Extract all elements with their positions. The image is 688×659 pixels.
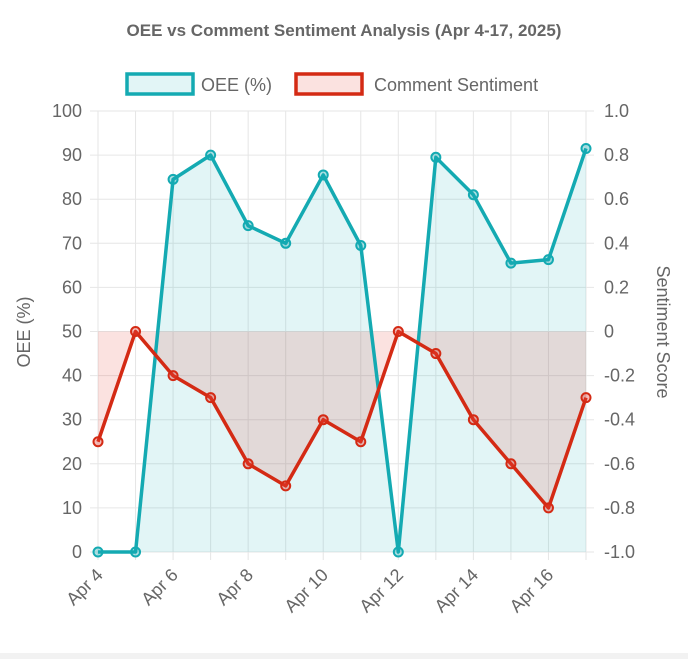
y-axis-left-label: OEE (%)	[14, 296, 34, 367]
data-point	[130, 546, 142, 558]
data-point	[205, 392, 217, 404]
data-point	[542, 254, 554, 266]
series-line-1	[96, 329, 588, 510]
x-tick-label: Apr 16	[506, 565, 558, 617]
y-right-tick-label: 0	[604, 322, 614, 342]
y-right-tick-label: -0.8	[604, 498, 635, 518]
data-point	[505, 458, 517, 470]
data-point	[92, 436, 104, 448]
data-point	[92, 546, 104, 558]
y-axis-left-ticks: 0 10 20 30 40 50 60 70 80 90 100	[52, 101, 82, 562]
y-right-tick-label: 1.0	[604, 101, 629, 121]
legend-swatch-sentiment	[294, 72, 364, 96]
x-tick-label: Apr 8	[212, 565, 257, 610]
data-point	[505, 257, 517, 269]
legend-swatch-oee	[125, 72, 195, 96]
data-point	[580, 392, 592, 404]
data-point	[430, 348, 442, 360]
y-right-tick-label: -1.0	[604, 542, 635, 562]
chart-title: OEE vs Comment Sentiment Analysis (Apr 4…	[127, 21, 562, 40]
data-point	[467, 414, 479, 426]
y-right-tick-label: -0.4	[604, 410, 635, 430]
x-axis-ticks: Apr 4 Apr 6 Apr 8 Apr 10 Apr 12 Apr 14 Apr 16	[62, 565, 557, 617]
y-right-tick-label: 0.2	[604, 277, 629, 297]
data-point	[317, 414, 329, 426]
y-left-tick-label: 40	[62, 366, 82, 386]
legend-item-sentiment[interactable]: Comment Sentiment	[294, 72, 538, 96]
y-left-tick-label: 100	[52, 101, 82, 121]
data-point	[280, 237, 292, 249]
x-tick-label: Apr 14	[431, 565, 483, 617]
y-left-tick-label: 10	[62, 498, 82, 518]
x-tick-label: Apr 10	[280, 565, 332, 617]
x-tick-label: Apr 12	[355, 565, 407, 617]
data-point	[280, 480, 292, 492]
y-axis-right-ticks: -1.0 -0.8 -0.6 -0.4 -0.2 0 0.2 0.4 0.6 0.8 1.0	[604, 101, 635, 562]
data-point	[242, 220, 254, 232]
y-right-tick-label: 0.6	[604, 189, 629, 209]
legend-label-oee: OEE (%)	[201, 75, 272, 95]
data-point	[167, 173, 179, 185]
data-point	[205, 149, 217, 161]
data-point	[430, 151, 442, 163]
legend-item-oee[interactable]: OEE (%)	[125, 72, 272, 96]
legend: OEE (%) Comment Sentiment	[125, 72, 538, 96]
data-point	[467, 189, 479, 201]
series-line-0	[98, 147, 588, 554]
data-point	[355, 240, 367, 252]
y-left-tick-label: 50	[62, 322, 82, 342]
y-right-tick-label: -0.2	[604, 366, 635, 386]
y-axis-right-label: Sentiment Score	[653, 265, 673, 398]
x-tick-label: Apr 4	[62, 565, 107, 610]
y-left-tick-label: 90	[62, 145, 82, 165]
series-fill-0	[98, 148, 586, 553]
y-left-tick-label: 70	[62, 233, 82, 253]
data-point	[130, 326, 142, 337]
data-point	[580, 142, 592, 154]
data-point	[242, 458, 254, 470]
y-right-tick-label: -0.6	[604, 454, 635, 474]
y-right-tick-label: 0.4	[604, 233, 629, 253]
data-point	[167, 370, 179, 382]
legend-label-sentiment: Comment Sentiment	[374, 75, 538, 95]
data-point	[392, 326, 404, 337]
y-left-tick-label: 30	[62, 410, 82, 430]
y-left-tick-label: 0	[72, 542, 82, 562]
y-left-tick-label: 60	[62, 277, 82, 297]
data-point	[355, 436, 367, 448]
y-left-tick-label: 80	[62, 189, 82, 209]
x-tick-label: Apr 6	[137, 565, 182, 610]
series-fill-1	[98, 331, 586, 508]
y-left-tick-label: 20	[62, 454, 82, 474]
series-fills	[98, 148, 586, 553]
series-lines	[96, 147, 588, 554]
y-right-tick-label: 0.8	[604, 145, 629, 165]
series-points	[92, 142, 592, 558]
data-point	[392, 546, 404, 558]
data-point	[542, 502, 554, 514]
data-point	[317, 169, 329, 181]
footer-strip	[0, 653, 688, 659]
